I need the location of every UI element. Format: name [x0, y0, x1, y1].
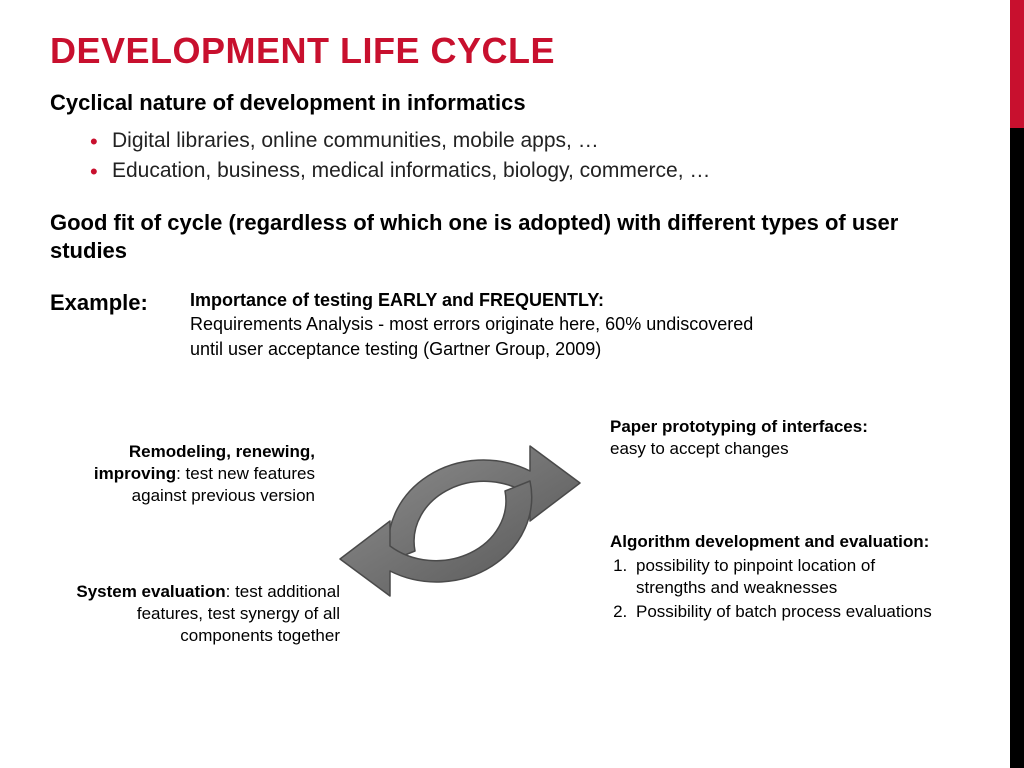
annot-paper-proto: Paper prototyping of interfaces: easy to… — [610, 416, 920, 460]
annot-system-eval: System evaluation: test additional featu… — [50, 581, 340, 647]
bullet-item: Digital libraries, online communities, m… — [90, 126, 960, 156]
diagram-area: Remodeling, renewing, improving: test ne… — [50, 371, 960, 711]
annot-paper-proto-bold: Paper prototyping of interfaces: — [610, 417, 868, 436]
slide-content: DEVELOPMENT LIFE CYCLE Cyclical nature o… — [0, 0, 1010, 731]
annot-paper-proto-rest: easy to accept changes — [610, 439, 789, 458]
annot-system-eval-bold: System evaluation — [76, 582, 225, 601]
importance-rest: Requirements Analysis - most errors orig… — [190, 314, 753, 358]
example-label: Example: — [50, 288, 160, 316]
fit-paragraph: Good fit of cycle (regardless of which o… — [50, 209, 960, 266]
importance-bold: Importance of testing EARLY and FREQUENT… — [190, 290, 604, 310]
annot-algorithm-list: possibility to pinpoint location of stre… — [632, 555, 940, 623]
bullet-item: Education, business, medical informatics… — [90, 156, 960, 186]
cycle-arrows-icon — [330, 391, 590, 651]
bullet-list: Digital libraries, online communities, m… — [90, 126, 960, 187]
annot-algorithm-item: possibility to pinpoint location of stre… — [632, 555, 940, 599]
annot-remodeling: Remodeling, renewing, improving: test ne… — [50, 441, 315, 507]
importance-text: Importance of testing EARLY and FREQUENT… — [190, 288, 770, 361]
subheading: Cyclical nature of development in inform… — [50, 90, 960, 116]
accent-bar-black — [1010, 128, 1024, 768]
annot-algorithm-bold: Algorithm development and evaluation: — [610, 532, 929, 551]
annot-algorithm: Algorithm development and evaluation: po… — [610, 531, 940, 625]
accent-bar-red — [1010, 0, 1024, 128]
slide-title: DEVELOPMENT LIFE CYCLE — [50, 30, 960, 72]
example-row: Example: Importance of testing EARLY and… — [50, 288, 960, 361]
annot-algorithm-item: Possibility of batch process evaluations — [632, 601, 940, 623]
